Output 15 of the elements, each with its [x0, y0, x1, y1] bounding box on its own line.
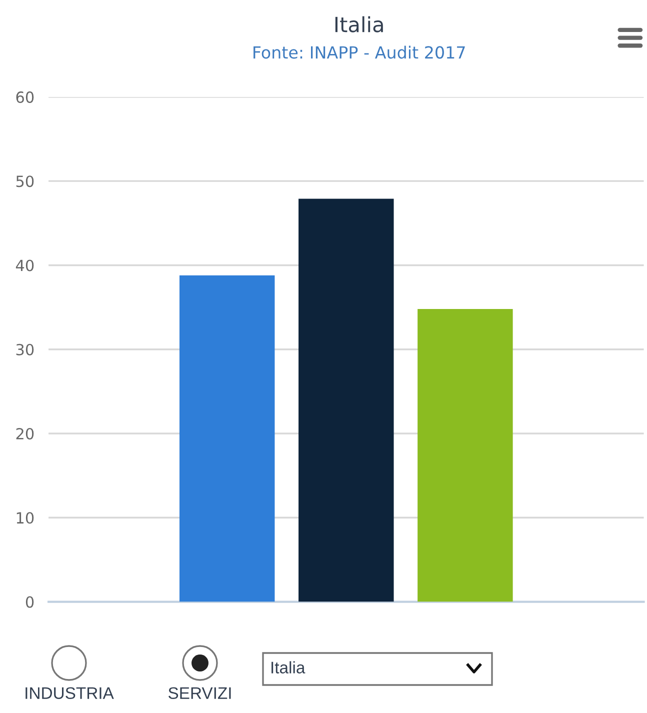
- y-tick-label: 30: [16, 344, 34, 356]
- chart-title: Italia: [335, 16, 383, 32]
- bar: [298, 198, 394, 602]
- chart-subtitle: Fonte: INAPP - Audit 2017: [254, 46, 465, 59]
- y-tick-label: 0: [26, 596, 34, 608]
- text: Italia: [272, 661, 306, 674]
- y-tick-label: 50: [16, 176, 34, 188]
- bar: [179, 275, 275, 602]
- y-tick-label: 40: [16, 260, 34, 272]
- bar: [418, 308, 513, 602]
- text: INDUSTRIA: [26, 687, 114, 700]
- text: SERVIZI: [168, 687, 231, 700]
- y-tick-label: 20: [16, 428, 34, 440]
- y-tick-label: 60: [16, 91, 34, 103]
- y-tick-label: 10: [16, 512, 34, 524]
